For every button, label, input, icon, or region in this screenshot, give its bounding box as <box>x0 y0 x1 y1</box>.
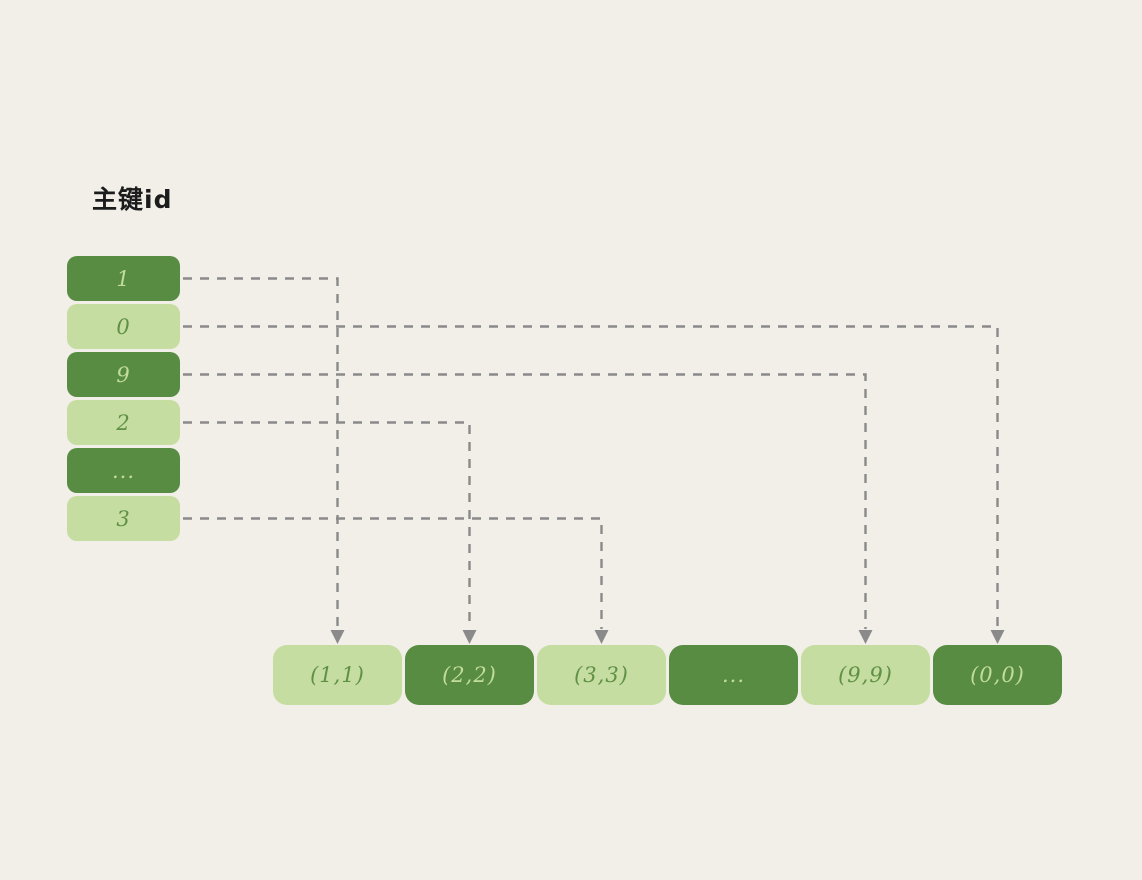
mapping-connector <box>183 421 471 629</box>
mapping-connector <box>183 517 603 629</box>
bucket-node-0-0: (0,0) <box>933 645 1062 705</box>
arrowhead-icon <box>990 630 1005 644</box>
pk-node-9-label: 9 <box>116 362 131 387</box>
bucket-node-1-1: (1,1) <box>273 645 402 705</box>
pk-node-1: 1 <box>67 256 180 301</box>
bucket-node-3-3-label: (3,3) <box>574 663 629 687</box>
pk-node-ellipsis: ... <box>67 448 180 493</box>
pk-node-0: 0 <box>67 304 180 349</box>
bucket-node-2-2: (2,2) <box>405 645 534 705</box>
pk-node-0-label: 0 <box>116 314 131 339</box>
pk-node-3: 3 <box>67 496 180 541</box>
pk-node-2: 2 <box>67 400 180 445</box>
pk-node-2-label: 2 <box>116 410 131 435</box>
bucket-node-9-9-label: (9,9) <box>838 663 893 687</box>
bucket-node-1-1-label: (1,1) <box>310 663 365 687</box>
bucket-node-2-2-label: (2,2) <box>442 663 497 687</box>
primary-key-column: 1 0 9 2 ... 3 <box>67 256 180 541</box>
bucket-node-3-3: (3,3) <box>537 645 666 705</box>
pk-node-1-label: 1 <box>116 266 131 291</box>
bucket-node-0-0-label: (0,0) <box>970 663 1025 687</box>
mapping-connector <box>183 277 339 629</box>
pk-node-3-label: 3 <box>116 506 131 531</box>
mapping-connector <box>183 373 867 629</box>
diagram-title: 主键id <box>92 185 173 214</box>
bucket-node-ellipsis-label: ... <box>721 663 746 687</box>
arrowhead-icon <box>858 630 873 644</box>
mapping-connector <box>183 325 999 629</box>
bucket-node-ellipsis: ... <box>669 645 798 705</box>
arrowhead-icon <box>594 630 609 644</box>
bucket-node-9-9: (9,9) <box>801 645 930 705</box>
arrowhead-icon <box>462 630 477 644</box>
pk-node-ellipsis-label: ... <box>111 458 136 483</box>
pair-bucket-row: (1,1) (2,2) (3,3) ... (9,9) (0,0) <box>273 645 1062 705</box>
pk-node-9: 9 <box>67 352 180 397</box>
arrowhead-icon <box>330 630 345 644</box>
